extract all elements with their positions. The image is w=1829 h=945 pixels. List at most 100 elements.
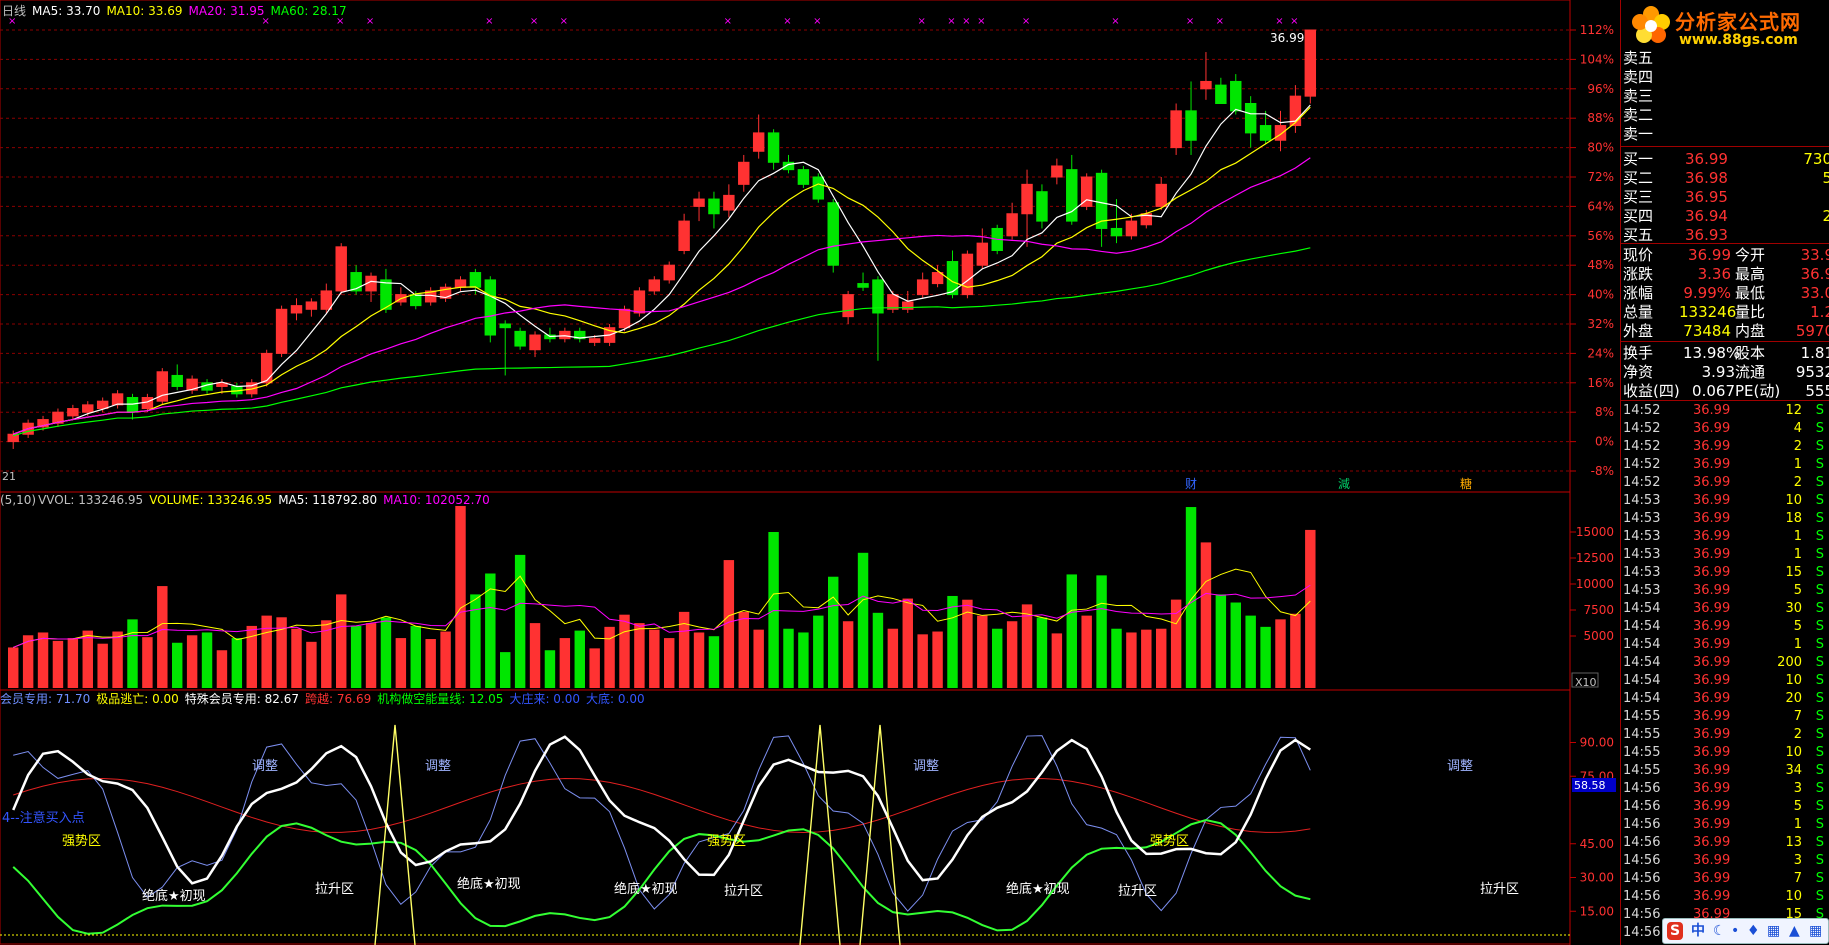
ind-legend-member: 会员专用: 71.70 [0,692,91,706]
buy-price: 36.98 [1685,169,1728,187]
indicator-annotation: 绝底★初现 [142,888,206,904]
mic-icon[interactable]: ♦ [1747,923,1760,939]
tick-side: S [1815,565,1824,580]
tick-qty: 10 [1785,493,1802,508]
candle [37,415,49,431]
volume-bar [52,640,64,688]
indicator-legend: 会员专用: 71.70 极品逃亡: 0.00 特殊会员专用: 82.67 跨越: 76… [0,692,651,706]
candle-body [887,294,899,310]
price-axis-label: 72% [1587,170,1614,184]
volume-bar [514,554,526,688]
price-axis-label: 0% [1595,435,1614,449]
candle [1066,154,1078,225]
ind-legend-special: 特殊会员专用: 82.67 [184,692,300,706]
sell-label: 卖二 [1623,106,1654,124]
skin-icon[interactable]: ▲ [1789,923,1800,939]
candle [246,379,258,398]
volume-bar [1200,542,1212,688]
candle-body [469,272,482,288]
tick-side: S [1815,547,1824,562]
candle [305,298,318,317]
sogou-icon[interactable]: S [1667,922,1684,940]
tick-time: 14:55 [1623,763,1661,778]
volume-bar [992,628,1003,688]
tick-side: S [1815,709,1824,724]
indicator-annotation: 4--注意买入点 [2,810,85,826]
candle [1125,213,1138,240]
volume-bar [82,630,93,688]
event-marker: 減 [1338,476,1350,491]
kline-chart-area[interactable]: 112% 104% 96% 88% 80% 72% 64% 56% 48% 40% 32% 24% 16… [0,0,1620,945]
volume-bar [664,638,675,688]
tick-row: 14:54 36.99 200 S [1621,654,1829,672]
punct-icon[interactable]: • [1731,923,1740,939]
tick-time: 14:53 [1623,547,1661,562]
price-axis-label: 56% [1587,229,1614,243]
keyboard-icon[interactable]: ▦ [1767,923,1781,939]
stat-key: 外盘 [1623,322,1654,340]
candle [514,327,526,350]
vol-axis-label: 10000 [1576,577,1614,591]
volume-bar [708,636,720,688]
candle-body [454,279,467,288]
volume-bar [634,623,645,688]
stat-key: 最高 [1735,265,1766,283]
tick-time: 14:52 [1623,421,1661,436]
lang-toggle[interactable]: 中 [1691,923,1705,939]
volume-bar [365,623,377,688]
ind-value-tag [1572,778,1616,792]
tick-price: 36.99 [1693,475,1731,490]
tick-time: 14:54 [1623,655,1661,670]
price-axis-label: 8% [1595,405,1614,419]
candle [111,390,124,409]
ind-legend-short-energy: 机构做空能量线: 12.05 [377,692,504,706]
volume-legend-value: VOLUME: 133246.95 [149,493,273,507]
volume-bar [1096,575,1107,688]
tick-side: S [1815,907,1824,922]
menu-grid-icon[interactable]: ▦ [1809,923,1823,939]
tick-price: 36.99 [1693,403,1731,418]
candle [827,199,839,273]
tick-row: 14:55 36.99 34 S [1621,762,1829,780]
ime-toolbar[interactable]: S 中 ☾ • ♦ ▦ ▲ ▦ [1662,918,1829,944]
volume-bar [350,625,362,688]
volume-bar [380,617,392,688]
tick-time: 14:53 [1623,511,1661,526]
member-line [13,735,1311,912]
candle [752,114,765,159]
volume-bar [1170,599,1182,688]
site-logo[interactable]: 分析家公式网 www.88gs.com [1621,0,1829,56]
tick-row: 14:55 36.99 2 S [1621,726,1829,744]
volume-bar [1156,628,1167,688]
candle [857,272,869,291]
candle-body [37,419,49,428]
tick-time: 14:53 [1623,493,1661,508]
volume-bar [962,599,973,688]
sell-label: 卖四 [1623,68,1654,86]
stat-value: 1.2 [1810,303,1829,321]
candle [380,268,392,313]
tick-qty: 7 [1793,871,1802,886]
tick-row: 14:52 36.99 4 S [1621,420,1829,438]
candle [499,320,511,376]
volume-bar [977,615,988,688]
sell-2-row: 卖二 [1621,106,1829,125]
candle [1230,74,1242,115]
tick-side: S [1815,673,1824,688]
tick-row: 14:56 36.99 3 S [1621,852,1829,870]
indicator-annotation: 调整 [1447,759,1473,774]
tick-time: 14:53 [1623,529,1661,544]
tick-row: 14:52 36.99 12 S [1621,402,1829,420]
stat-value: 5970 [1795,322,1829,340]
tick-row: 14:54 36.99 5 S [1621,618,1829,636]
tick-row: 14:54 36.99 10 S [1621,672,1829,690]
signal-marker: × [917,16,925,27]
divider [1621,341,1829,342]
moon-icon[interactable]: ☾ [1713,923,1726,939]
candle [1051,158,1063,185]
volume-bar [723,560,735,688]
price-axis-label: 80% [1587,141,1614,155]
indicator-annotation: 绝底★初现 [457,876,521,892]
